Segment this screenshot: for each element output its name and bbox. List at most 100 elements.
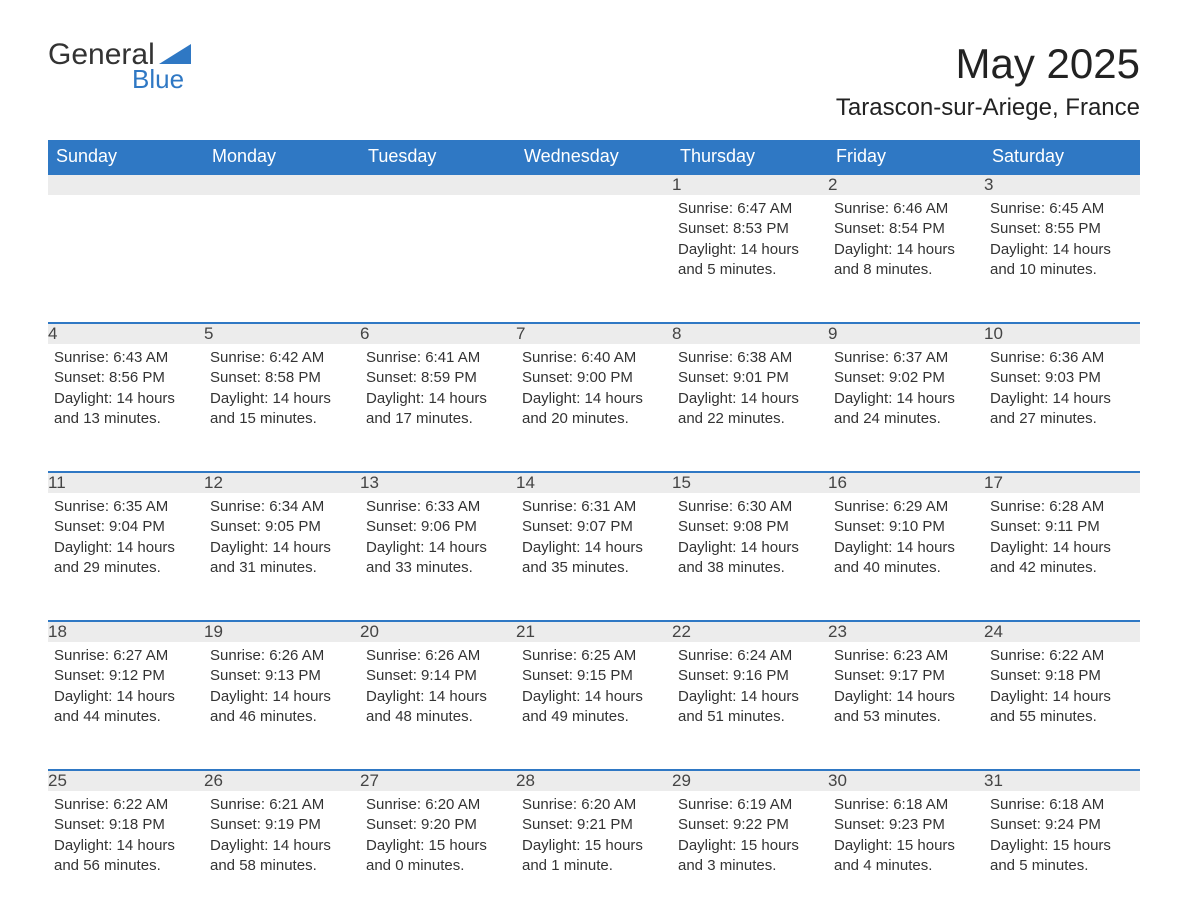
sunset-label: Sunset: bbox=[990, 369, 1041, 386]
day-number: 27 bbox=[360, 770, 516, 791]
logo: General Blue bbox=[48, 40, 191, 92]
day-content: Sunrise: 6:22 AMSunset: 9:18 PMDaylight:… bbox=[48, 791, 204, 888]
daylight-line: Daylight: 14 hours and 29 minutes. bbox=[54, 538, 198, 579]
sunset-value: 9:22 PM bbox=[733, 816, 789, 833]
day-cell: Sunrise: 6:47 AMSunset: 8:53 PMDaylight:… bbox=[672, 195, 828, 323]
sunset-label: Sunset: bbox=[210, 369, 261, 386]
sunrise-value: 6:27 AM bbox=[113, 647, 168, 664]
day-number: 31 bbox=[984, 770, 1140, 791]
sunset-value: 8:53 PM bbox=[733, 220, 789, 237]
daylight-line: Daylight: 14 hours and 55 minutes. bbox=[990, 687, 1134, 728]
sunset-value: 9:02 PM bbox=[889, 369, 945, 386]
daylight-line: Daylight: 14 hours and 8 minutes. bbox=[834, 240, 978, 281]
daylight-label: Daylight: bbox=[990, 688, 1048, 705]
day-number: 3 bbox=[984, 174, 1140, 195]
daylight-label: Daylight: bbox=[522, 539, 580, 556]
day-cell: Sunrise: 6:22 AMSunset: 9:18 PMDaylight:… bbox=[984, 642, 1140, 770]
sunrise-label: Sunrise: bbox=[990, 647, 1045, 664]
sunrise-label: Sunrise: bbox=[210, 647, 265, 664]
day-cell: Sunrise: 6:21 AMSunset: 9:19 PMDaylight:… bbox=[204, 791, 360, 919]
day-content: Sunrise: 6:20 AMSunset: 9:20 PMDaylight:… bbox=[360, 791, 516, 888]
daylight-label: Daylight: bbox=[366, 837, 424, 854]
sunrise-label: Sunrise: bbox=[678, 200, 733, 217]
sunrise-value: 6:42 AM bbox=[269, 349, 324, 366]
empty-day-cell bbox=[204, 195, 360, 323]
sunrise-label: Sunrise: bbox=[522, 349, 577, 366]
day-number: 17 bbox=[984, 472, 1140, 493]
empty-day-cell bbox=[48, 195, 204, 323]
day-cell: Sunrise: 6:20 AMSunset: 9:21 PMDaylight:… bbox=[516, 791, 672, 919]
sunrise-line: Sunrise: 6:45 AM bbox=[990, 199, 1134, 219]
day-cell: Sunrise: 6:36 AMSunset: 9:03 PMDaylight:… bbox=[984, 344, 1140, 472]
sunset-line: Sunset: 9:22 PM bbox=[678, 815, 822, 835]
day-content: Sunrise: 6:30 AMSunset: 9:08 PMDaylight:… bbox=[672, 493, 828, 590]
daylight-label: Daylight: bbox=[54, 390, 112, 407]
daylight-label: Daylight: bbox=[210, 688, 268, 705]
week-content-row: Sunrise: 6:22 AMSunset: 9:18 PMDaylight:… bbox=[48, 791, 1140, 919]
day-number: 15 bbox=[672, 472, 828, 493]
daylight-label: Daylight: bbox=[990, 837, 1048, 854]
day-content: Sunrise: 6:29 AMSunset: 9:10 PMDaylight:… bbox=[828, 493, 984, 590]
sunset-line: Sunset: 8:59 PM bbox=[366, 368, 510, 388]
sunrise-line: Sunrise: 6:37 AM bbox=[834, 348, 978, 368]
sunrise-value: 6:18 AM bbox=[1049, 796, 1104, 813]
daylight-label: Daylight: bbox=[834, 390, 892, 407]
day-cell: Sunrise: 6:30 AMSunset: 9:08 PMDaylight:… bbox=[672, 493, 828, 621]
sunset-value: 9:20 PM bbox=[421, 816, 477, 833]
day-number: 6 bbox=[360, 323, 516, 344]
day-number: 23 bbox=[828, 621, 984, 642]
sunrise-value: 6:20 AM bbox=[425, 796, 480, 813]
day-content: Sunrise: 6:28 AMSunset: 9:11 PMDaylight:… bbox=[984, 493, 1140, 590]
empty-day-number bbox=[516, 174, 672, 195]
daylight-label: Daylight: bbox=[210, 539, 268, 556]
sunrise-value: 6:33 AM bbox=[425, 498, 480, 515]
day-header: Sunday bbox=[48, 140, 204, 174]
daylight-line: Daylight: 14 hours and 48 minutes. bbox=[366, 687, 510, 728]
day-cell: Sunrise: 6:33 AMSunset: 9:06 PMDaylight:… bbox=[360, 493, 516, 621]
day-cell: Sunrise: 6:27 AMSunset: 9:12 PMDaylight:… bbox=[48, 642, 204, 770]
day-number: 10 bbox=[984, 323, 1140, 344]
sunset-value: 8:54 PM bbox=[889, 220, 945, 237]
daylight-line: Daylight: 14 hours and 44 minutes. bbox=[54, 687, 198, 728]
day-header: Friday bbox=[828, 140, 984, 174]
sunrise-label: Sunrise: bbox=[522, 647, 577, 664]
sunset-value: 9:04 PM bbox=[109, 518, 165, 535]
sunrise-value: 6:24 AM bbox=[737, 647, 792, 664]
sunset-label: Sunset: bbox=[990, 667, 1041, 684]
daylight-line: Daylight: 14 hours and 31 minutes. bbox=[210, 538, 354, 579]
calendar-table: SundayMondayTuesdayWednesdayThursdayFrid… bbox=[48, 140, 1140, 919]
sunrise-label: Sunrise: bbox=[366, 349, 421, 366]
daylight-label: Daylight: bbox=[678, 688, 736, 705]
daylight-label: Daylight: bbox=[678, 390, 736, 407]
empty-day-number bbox=[48, 174, 204, 195]
sunset-label: Sunset: bbox=[678, 816, 729, 833]
day-number: 19 bbox=[204, 621, 360, 642]
sunset-value: 9:07 PM bbox=[577, 518, 633, 535]
sunrise-line: Sunrise: 6:34 AM bbox=[210, 497, 354, 517]
sunrise-label: Sunrise: bbox=[678, 349, 733, 366]
sunrise-value: 6:26 AM bbox=[425, 647, 480, 664]
sunset-label: Sunset: bbox=[210, 816, 261, 833]
day-cell: Sunrise: 6:40 AM Sunset: 9:00 PMDaylight:… bbox=[516, 344, 672, 472]
day-cell: Sunrise: 6:26 AMSunset: 9:13 PMDaylight:… bbox=[204, 642, 360, 770]
sunset-line: Sunset: 9:19 PM bbox=[210, 815, 354, 835]
sunrise-label: Sunrise: bbox=[834, 647, 889, 664]
daylight-line: Daylight: 14 hours and 13 minutes. bbox=[54, 389, 198, 430]
sunset-line: Sunset: 9:06 PM bbox=[366, 517, 510, 537]
daylight-label: Daylight: bbox=[990, 539, 1048, 556]
daylight-label: Daylight: bbox=[834, 688, 892, 705]
sunset-line: Sunset: 8:56 PM bbox=[54, 368, 198, 388]
sunrise-value: 6:29 AM bbox=[893, 498, 948, 515]
sunset-line: Sunset: 9:02 PM bbox=[834, 368, 978, 388]
sunrise-label: Sunrise: bbox=[678, 498, 733, 515]
sunset-line: Sunset: 9:00 PM bbox=[522, 368, 666, 388]
day-number: 16 bbox=[828, 472, 984, 493]
sunset-value: 9:13 PM bbox=[265, 667, 321, 684]
sunrise-line: Sunrise: 6:20 AM bbox=[366, 795, 510, 815]
sunrise-label: Sunrise: bbox=[210, 498, 265, 515]
daylight-line: Daylight: 14 hours and 20 minutes. bbox=[522, 389, 666, 430]
sunrise-value: 6:37 AM bbox=[893, 349, 948, 366]
sunset-value: 9:15 PM bbox=[577, 667, 633, 684]
sunrise-value: 6:40 AM bbox=[581, 349, 636, 366]
sunrise-line: Sunrise: 6:28 AM bbox=[990, 497, 1134, 517]
